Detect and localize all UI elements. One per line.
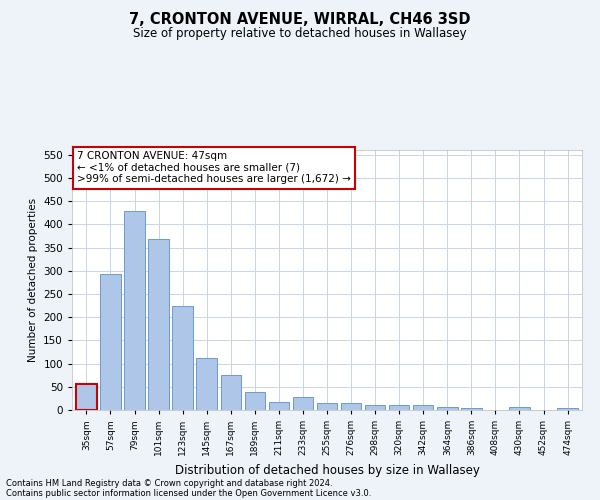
Y-axis label: Number of detached properties: Number of detached properties — [28, 198, 38, 362]
Text: Contains public sector information licensed under the Open Government Licence v3: Contains public sector information licen… — [6, 488, 371, 498]
Text: Contains HM Land Registry data © Crown copyright and database right 2024.: Contains HM Land Registry data © Crown c… — [6, 478, 332, 488]
Bar — [221, 375, 241, 410]
X-axis label: Distribution of detached houses by size in Wallasey: Distribution of detached houses by size … — [175, 464, 479, 476]
Bar — [245, 392, 265, 410]
Text: 7, CRONTON AVENUE, WIRRAL, CH46 3SD: 7, CRONTON AVENUE, WIRRAL, CH46 3SD — [129, 12, 471, 28]
Bar — [148, 239, 169, 410]
Bar — [76, 384, 97, 410]
Bar — [341, 403, 361, 410]
Bar — [100, 274, 121, 410]
Bar — [172, 306, 193, 410]
Bar — [509, 407, 530, 410]
Bar — [124, 212, 145, 410]
Text: 7 CRONTON AVENUE: 47sqm
← <1% of detached houses are smaller (7)
>99% of semi-de: 7 CRONTON AVENUE: 47sqm ← <1% of detache… — [77, 152, 351, 184]
Bar — [293, 398, 313, 410]
Bar — [557, 408, 578, 410]
Bar — [413, 406, 433, 410]
Bar — [365, 406, 385, 410]
Bar — [389, 406, 409, 410]
Bar — [196, 358, 217, 410]
Bar — [317, 403, 337, 410]
Text: Size of property relative to detached houses in Wallasey: Size of property relative to detached ho… — [133, 28, 467, 40]
Bar — [437, 407, 458, 410]
Bar — [461, 408, 482, 410]
Bar — [269, 402, 289, 410]
